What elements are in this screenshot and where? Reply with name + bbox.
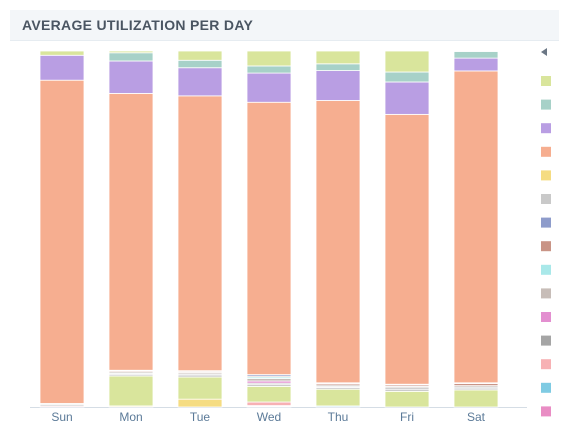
- bar-segment-tue-14[interactable]: [177, 59, 223, 69]
- bar-segment-sat-15[interactable]: [453, 50, 499, 52]
- legend-swatch-13[interactable]: [541, 382, 551, 393]
- chart-header: AVERAGE UTILIZATION PER DAY: [10, 10, 559, 41]
- bar-segment-sat-4[interactable]: [453, 389, 499, 408]
- bar-segment-tue-3[interactable]: [177, 398, 223, 408]
- bar-segment-tue-4[interactable]: [177, 376, 223, 400]
- x-tick-label-sun: Sun: [51, 410, 72, 424]
- legend-swatch-12[interactable]: [541, 359, 551, 370]
- bar-segment-tue-15[interactable]: [177, 50, 223, 61]
- bar-segment-mon-12[interactable]: [108, 93, 154, 371]
- legend-swatch-1[interactable]: [541, 99, 551, 110]
- bar-segment-mon-4[interactable]: [108, 375, 154, 407]
- bar-segment-mon-13[interactable]: [108, 60, 154, 94]
- x-tick-label-mon: Mon: [119, 410, 142, 424]
- legend-swatch-6[interactable]: [541, 217, 551, 228]
- bar-segment-sat-12[interactable]: [453, 70, 499, 384]
- bar-segment-wed-2[interactable]: [246, 401, 292, 406]
- x-tick-label-wed: Wed: [257, 410, 281, 424]
- x-tick-label-fri: Fri: [400, 410, 414, 424]
- legend-swatch-11[interactable]: [541, 335, 551, 346]
- x-tick-label-thu: Thu: [328, 410, 349, 424]
- bar-segment-wed-14[interactable]: [246, 65, 292, 74]
- bar-segment-fri-12[interactable]: [384, 113, 430, 385]
- legend-swatch-2[interactable]: [541, 123, 551, 134]
- bar-segment-fri-15[interactable]: [384, 50, 430, 73]
- bar-segment-mon-15[interactable]: [108, 50, 154, 54]
- chart-title: AVERAGE UTILIZATION PER DAY: [22, 17, 254, 33]
- bar-segment-wed-13[interactable]: [246, 72, 292, 103]
- legend-swatch-10[interactable]: [541, 312, 551, 322]
- bar-segment-wed-15[interactable]: [246, 50, 292, 67]
- bar-segment-thu-14[interactable]: [315, 63, 361, 71]
- legend-swatch-7[interactable]: [541, 241, 551, 252]
- x-tick-label-sat: Sat: [467, 410, 486, 424]
- legend-swatch-9[interactable]: [541, 288, 551, 299]
- bar-segment-mon-14[interactable]: [108, 52, 154, 62]
- legend-collapse-icon[interactable]: [541, 48, 547, 56]
- legend-swatch-5[interactable]: [541, 194, 551, 204]
- legend-swatch-3[interactable]: [541, 146, 551, 157]
- bar-segment-fri-14[interactable]: [384, 71, 430, 83]
- legend-swatch-4[interactable]: [541, 170, 551, 181]
- bar-segment-sat-13[interactable]: [453, 57, 499, 72]
- bar-segment-sun-12[interactable]: [39, 79, 85, 404]
- legend-swatch-14[interactable]: [541, 406, 551, 417]
- bar-segment-sun-13[interactable]: [39, 54, 85, 81]
- bar-segment-thu-15[interactable]: [315, 50, 361, 65]
- bar-segment-wed-4[interactable]: [246, 385, 292, 403]
- bar-segment-fri-4[interactable]: [384, 390, 430, 408]
- bar-segment-wed-12[interactable]: [246, 101, 292, 376]
- bar-segment-thu-12[interactable]: [315, 100, 361, 384]
- bar-segment-thu-13[interactable]: [315, 70, 361, 101]
- bar-segment-thu-4[interactable]: [315, 388, 361, 407]
- legend-swatch-8[interactable]: [541, 264, 551, 275]
- bar-segment-tue-12[interactable]: [177, 95, 223, 372]
- x-tick-label-tue: Tue: [190, 410, 211, 424]
- legend-swatch-0[interactable]: [541, 76, 551, 86]
- bar-segment-fri-13[interactable]: [384, 81, 430, 115]
- bar-segment-sun-15[interactable]: [39, 50, 85, 56]
- bar-segment-tue-13[interactable]: [177, 67, 223, 97]
- bar-segment-sat-14[interactable]: [453, 50, 499, 59]
